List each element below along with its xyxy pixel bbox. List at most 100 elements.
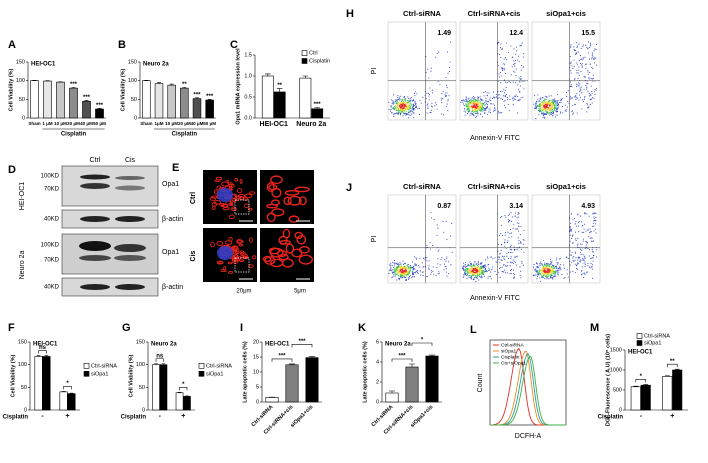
flow-event: [466, 278, 467, 279]
flow-event: [440, 264, 441, 265]
flow-event: [393, 274, 394, 275]
microscopy-panel: Ctrl Cis 20μm 5μm: [190, 170, 314, 295]
legend-swatch: [637, 334, 642, 339]
flow-event: [463, 274, 464, 275]
flow-event: [432, 90, 433, 91]
flow-event: [555, 266, 556, 267]
flow-event: [427, 69, 428, 70]
flow-event: [466, 266, 467, 267]
band: [114, 255, 146, 261]
flow-event: [513, 71, 514, 72]
flow-event: [479, 108, 480, 109]
flow-event: [560, 102, 561, 103]
flow-event: [484, 95, 485, 96]
flow-event: [418, 273, 419, 274]
y-tick-label: 150: [16, 59, 25, 65]
flow-event: [562, 106, 563, 107]
flow-event: [466, 97, 467, 98]
flow-event: [560, 264, 561, 265]
flow-event: [392, 262, 393, 263]
flow-event: [487, 258, 488, 259]
flow-event: [405, 269, 406, 270]
flow-event: [500, 253, 501, 254]
flow-event: [472, 100, 473, 101]
flow-event: [534, 108, 535, 109]
flow-event: [415, 91, 416, 92]
flow-event: [517, 228, 518, 229]
flow-event: [593, 75, 594, 76]
flow-event: [570, 235, 571, 236]
flow-event: [449, 95, 450, 96]
flow-event: [406, 109, 407, 110]
flow-event: [474, 97, 475, 98]
flow-event: [578, 52, 579, 53]
flow-event: [544, 113, 545, 114]
flow-event: [471, 263, 472, 264]
flow-event: [551, 267, 552, 268]
flow-event: [581, 271, 582, 272]
flow-event: [549, 271, 550, 272]
flow-event: [488, 101, 489, 102]
flow-event: [441, 93, 442, 94]
flow-event: [595, 217, 596, 218]
flow-event: [582, 59, 583, 60]
x-axis-label: Cisplatin: [121, 415, 147, 421]
quadrant-value: 4.93: [581, 203, 595, 210]
y-tick-label: 100: [16, 78, 25, 84]
flow-event: [575, 238, 576, 239]
flow-event: [400, 276, 401, 277]
flow-event: [588, 42, 589, 43]
flow-event: [551, 105, 552, 106]
flow-event: [499, 268, 500, 269]
flow-event: [548, 270, 549, 271]
flow-event: [403, 266, 404, 267]
flow-event: [590, 238, 591, 239]
flow-event: [507, 262, 508, 263]
flow-event: [552, 104, 553, 105]
flow-event: [590, 263, 591, 264]
bar: [306, 358, 318, 402]
bar: [426, 356, 438, 402]
x-tick-label: +: [181, 413, 185, 420]
flow-event: [557, 105, 558, 106]
flow-event: [414, 93, 415, 94]
flow-event: [509, 273, 510, 274]
flow-event: [512, 216, 513, 217]
flow-event: [513, 60, 514, 61]
flow-event: [579, 94, 580, 95]
flow-event: [394, 106, 395, 107]
bracket-label: ***: [398, 354, 406, 360]
flow-event: [393, 101, 394, 102]
flow-event: [397, 270, 398, 271]
flow-event: [584, 224, 585, 225]
flow-event: [540, 262, 541, 263]
flow-event: [570, 46, 571, 47]
flow-event: [582, 99, 583, 100]
flow-event: [583, 259, 584, 260]
flow-event: [535, 271, 536, 272]
nucleus: [217, 188, 233, 202]
flow-event: [392, 272, 393, 273]
bar: [274, 92, 285, 118]
flow-event: [475, 268, 476, 269]
flow-event: [589, 47, 590, 48]
flow-event: [405, 277, 406, 278]
flow-event: [534, 274, 535, 275]
scale-label: 5μm: [294, 289, 306, 295]
flow-event: [514, 66, 515, 67]
flow-event: [405, 101, 406, 102]
flow-event: [482, 109, 483, 110]
bracket-label: **: [670, 359, 675, 365]
flow-event: [580, 260, 581, 261]
flow-event: [483, 92, 484, 93]
flow-event: [498, 257, 499, 258]
flow-event: [410, 100, 411, 101]
flow-event: [576, 53, 577, 54]
flow-event: [505, 82, 506, 83]
flow-event: [392, 276, 393, 277]
flow-event: [579, 75, 580, 76]
flow-event: [585, 241, 586, 242]
flow-event: [576, 265, 577, 266]
legend-label: siOpa1: [501, 348, 517, 354]
